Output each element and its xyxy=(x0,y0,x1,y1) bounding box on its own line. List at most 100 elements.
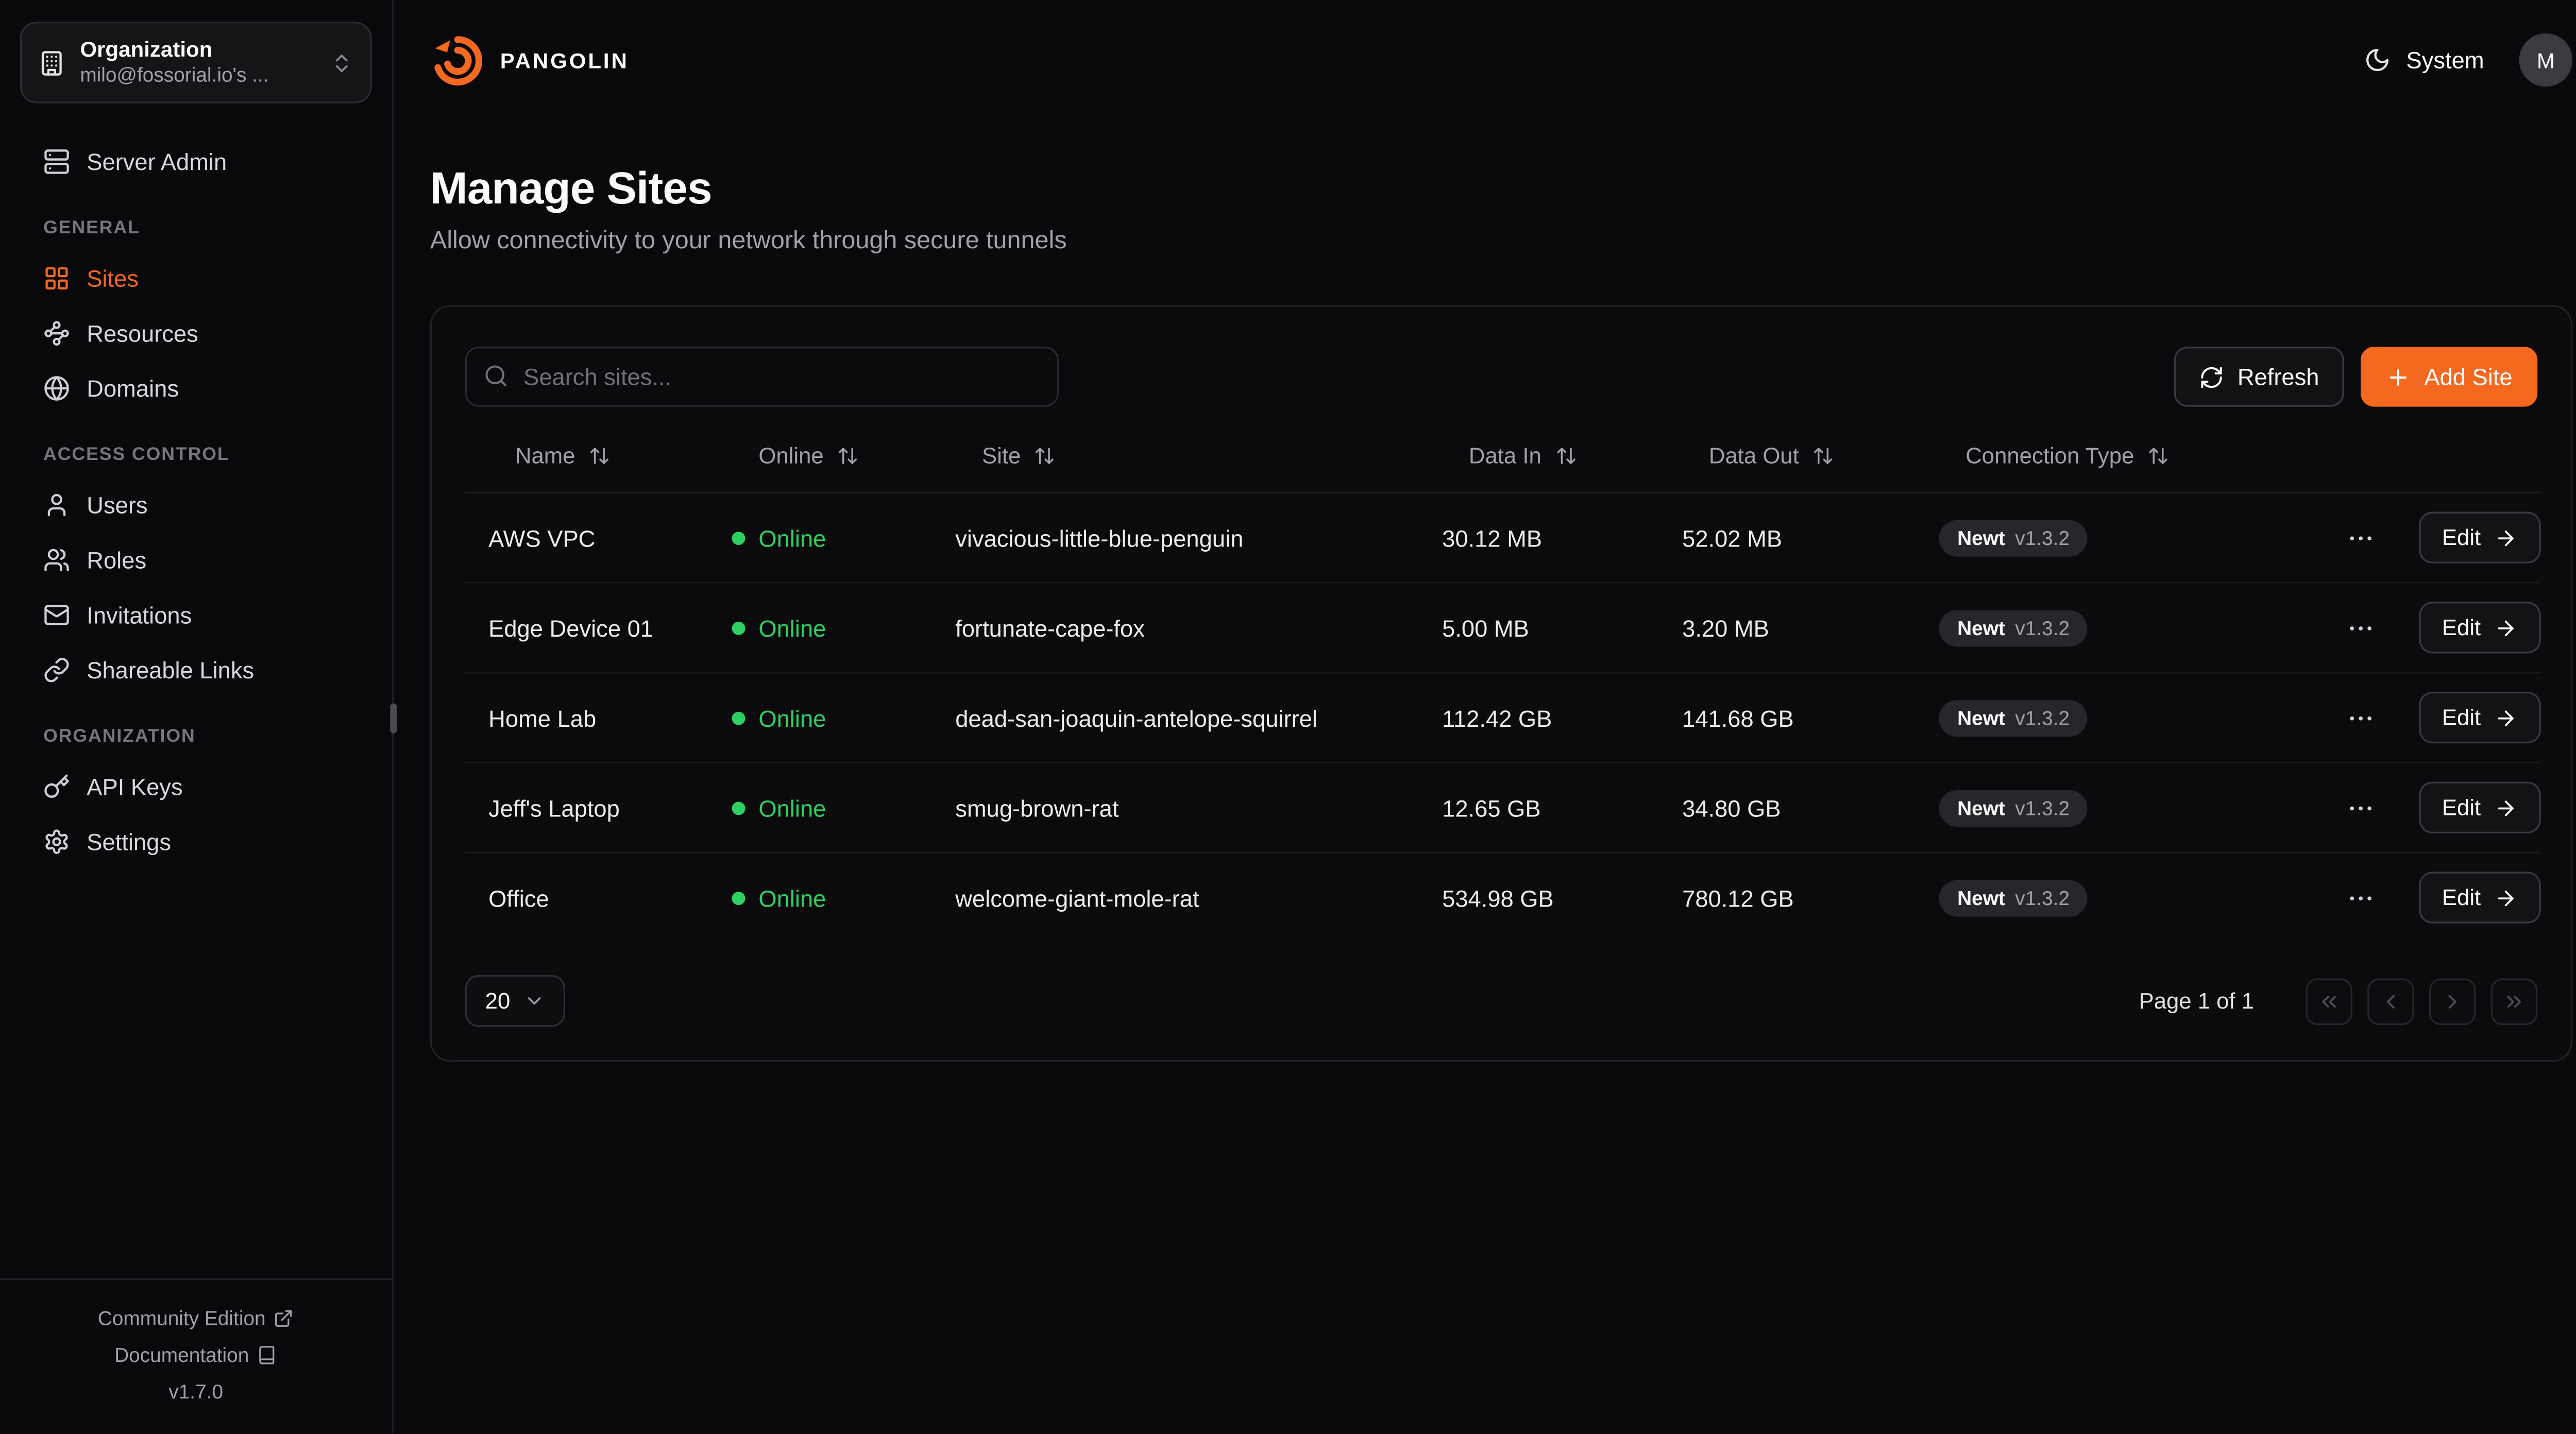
sidebar: Organization milo@fossorial.io's ... Ser… xyxy=(0,0,394,1433)
arrow-right-icon xyxy=(2494,796,2517,819)
section-label-general: GENERAL xyxy=(43,218,140,238)
sort-icon xyxy=(837,445,859,467)
documentation-link[interactable]: Documentation xyxy=(16,1337,375,1373)
table-row: Edge Device 01 Online fortunate-cape-fox… xyxy=(465,582,2541,674)
section-label-access-control: ACCESS CONTROL xyxy=(43,445,230,465)
last-page-button[interactable] xyxy=(2490,977,2538,1025)
table-row: AWS VPC Online vivacious-little-blue-pen… xyxy=(465,492,2541,584)
page-title: Manage Sites xyxy=(430,163,713,214)
brand-name: PANGOLIN xyxy=(500,47,629,73)
online-status: Online xyxy=(732,493,909,582)
row-menu-button[interactable] xyxy=(2339,516,2382,559)
online-status-dot xyxy=(732,800,745,814)
chevron-left-icon xyxy=(2379,989,2402,1013)
link-icon xyxy=(43,656,70,682)
plus-icon xyxy=(2386,364,2411,389)
sidebar-item-sites[interactable]: Sites xyxy=(23,250,368,305)
avatar[interactable]: M xyxy=(2519,33,2573,87)
edit-button[interactable]: Edit xyxy=(2418,602,2541,654)
page-size-select[interactable]: 20 xyxy=(465,975,566,1027)
sidebar-resize-handle[interactable] xyxy=(390,703,397,733)
sort-online-button[interactable]: Online xyxy=(708,443,859,468)
sort-data-in-button[interactable]: Data In xyxy=(1419,443,1577,468)
sidebar-item-label: Shareable Links xyxy=(87,656,255,683)
sidebar-item-domains[interactable]: Domains xyxy=(23,360,368,415)
gear-icon xyxy=(43,828,70,855)
sort-data-out-button[interactable]: Data Out xyxy=(1659,443,1834,468)
name-cell: Home Lab xyxy=(465,672,709,764)
toolbar-actions: Refresh Add Site xyxy=(2174,347,2538,407)
row-menu-button[interactable] xyxy=(2339,786,2382,829)
edit-button[interactable]: Edit xyxy=(2418,872,2541,924)
add-site-button[interactable]: Add Site xyxy=(2361,347,2538,407)
previous-page-button[interactable] xyxy=(2367,977,2414,1025)
data-out-cell: 3.20 MB xyxy=(1658,582,1916,674)
key-icon xyxy=(43,773,70,799)
first-page-button[interactable] xyxy=(2306,977,2352,1025)
edit-button[interactable]: Edit xyxy=(2418,691,2541,744)
sidebar-item-users[interactable]: Users xyxy=(23,476,368,532)
sort-name-button[interactable]: Name xyxy=(465,443,611,468)
data-out-cell: 780.12 GB xyxy=(1682,884,1794,911)
online-status-dot xyxy=(732,621,745,635)
pagination: Page 1 of 1 xyxy=(2139,977,2538,1025)
connection-type-badge: Newt v1.3.2 xyxy=(1939,699,2088,736)
data-out-cell: 34.80 GB xyxy=(1658,762,1916,853)
connection-type-badge: Newt v1.3.2 xyxy=(1939,609,2088,646)
online-status: Online xyxy=(732,673,909,762)
ellipsis-icon xyxy=(2346,703,2376,732)
theme-label: System xyxy=(2406,46,2484,74)
sites-toolbar: Refresh Add Site xyxy=(465,347,2538,407)
sidebar-item-server-admin[interactable]: Server Admin xyxy=(23,133,368,189)
connection-type-badge: Newt v1.3.2 xyxy=(1939,519,2088,556)
refresh-button[interactable]: Refresh xyxy=(2174,347,2345,407)
chevron-down-icon xyxy=(523,990,545,1012)
site-cell: welcome-giant-mole-rat xyxy=(955,884,1199,911)
edit-button[interactable]: Edit xyxy=(2418,781,2541,833)
arrow-right-icon xyxy=(2494,886,2517,909)
building-icon xyxy=(38,49,65,76)
sidebar-item-label: Server Admin xyxy=(87,147,227,175)
row-menu-button[interactable] xyxy=(2339,696,2382,739)
sidebar-item-label: Roles xyxy=(87,545,147,573)
sidebar-nav: Server Admin GENERAL Sites Resources Dom… xyxy=(0,113,392,1278)
data-in-cell: 534.98 GB xyxy=(1442,884,1554,911)
sidebar-item-resources[interactable]: Resources xyxy=(23,305,368,360)
org-picker-text: Organization milo@fossorial.io's ... xyxy=(80,37,315,88)
chevrons-left-icon xyxy=(2317,989,2341,1013)
chevrons-up-down-icon xyxy=(330,51,353,74)
ellipsis-icon xyxy=(2346,793,2376,823)
community-edition-label: Community Edition xyxy=(97,1307,266,1330)
theme-selector[interactable]: System xyxy=(2365,46,2484,74)
sidebar-item-settings[interactable]: Settings xyxy=(23,813,368,868)
edit-button[interactable]: Edit xyxy=(2418,511,2541,564)
sort-connection-type-button[interactable]: Connection Type xyxy=(1916,443,2169,468)
name-cell: Jeff's Laptop xyxy=(465,762,709,853)
sidebar-item-shareable-links[interactable]: Shareable Links xyxy=(23,642,368,697)
online-status: Online xyxy=(732,763,909,852)
row-menu-button[interactable] xyxy=(2339,876,2382,919)
sidebar-item-invitations[interactable]: Invitations xyxy=(23,587,368,642)
data-in-cell: 5.00 MB xyxy=(1418,582,1659,674)
data-in-cell: 30.12 MB xyxy=(1418,492,1659,584)
org-picker[interactable]: Organization milo@fossorial.io's ... xyxy=(20,22,372,104)
sidebar-item-label: Invitations xyxy=(87,601,192,628)
sites-panel: Refresh Add Site Name Online Site Data I… xyxy=(430,305,2573,1062)
name-cell: Edge Device 01 xyxy=(465,582,709,674)
search-input[interactable] xyxy=(465,347,1059,407)
community-edition-link[interactable]: Community Edition xyxy=(16,1300,375,1337)
next-page-button[interactable] xyxy=(2429,977,2476,1025)
online-status-dot xyxy=(732,711,745,725)
data-in-cell: 12.65 GB xyxy=(1418,762,1659,853)
table-row: Office Online welcome-giant-mole-rat 534… xyxy=(465,852,2541,942)
ellipsis-icon xyxy=(2346,522,2376,552)
connection-type-badge: Newt v1.3.2 xyxy=(1939,789,2088,826)
row-menu-button[interactable] xyxy=(2339,606,2382,649)
sort-site-button[interactable]: Site xyxy=(932,443,1056,468)
sidebar-item-label: Sites xyxy=(87,264,139,291)
sidebar-item-roles[interactable]: Roles xyxy=(23,532,368,587)
sidebar-item-api-keys[interactable]: API Keys xyxy=(23,758,368,813)
connection-type-badge: Newt v1.3.2 xyxy=(1939,879,2088,916)
arrow-right-icon xyxy=(2494,526,2517,549)
external-link-icon xyxy=(274,1308,294,1328)
